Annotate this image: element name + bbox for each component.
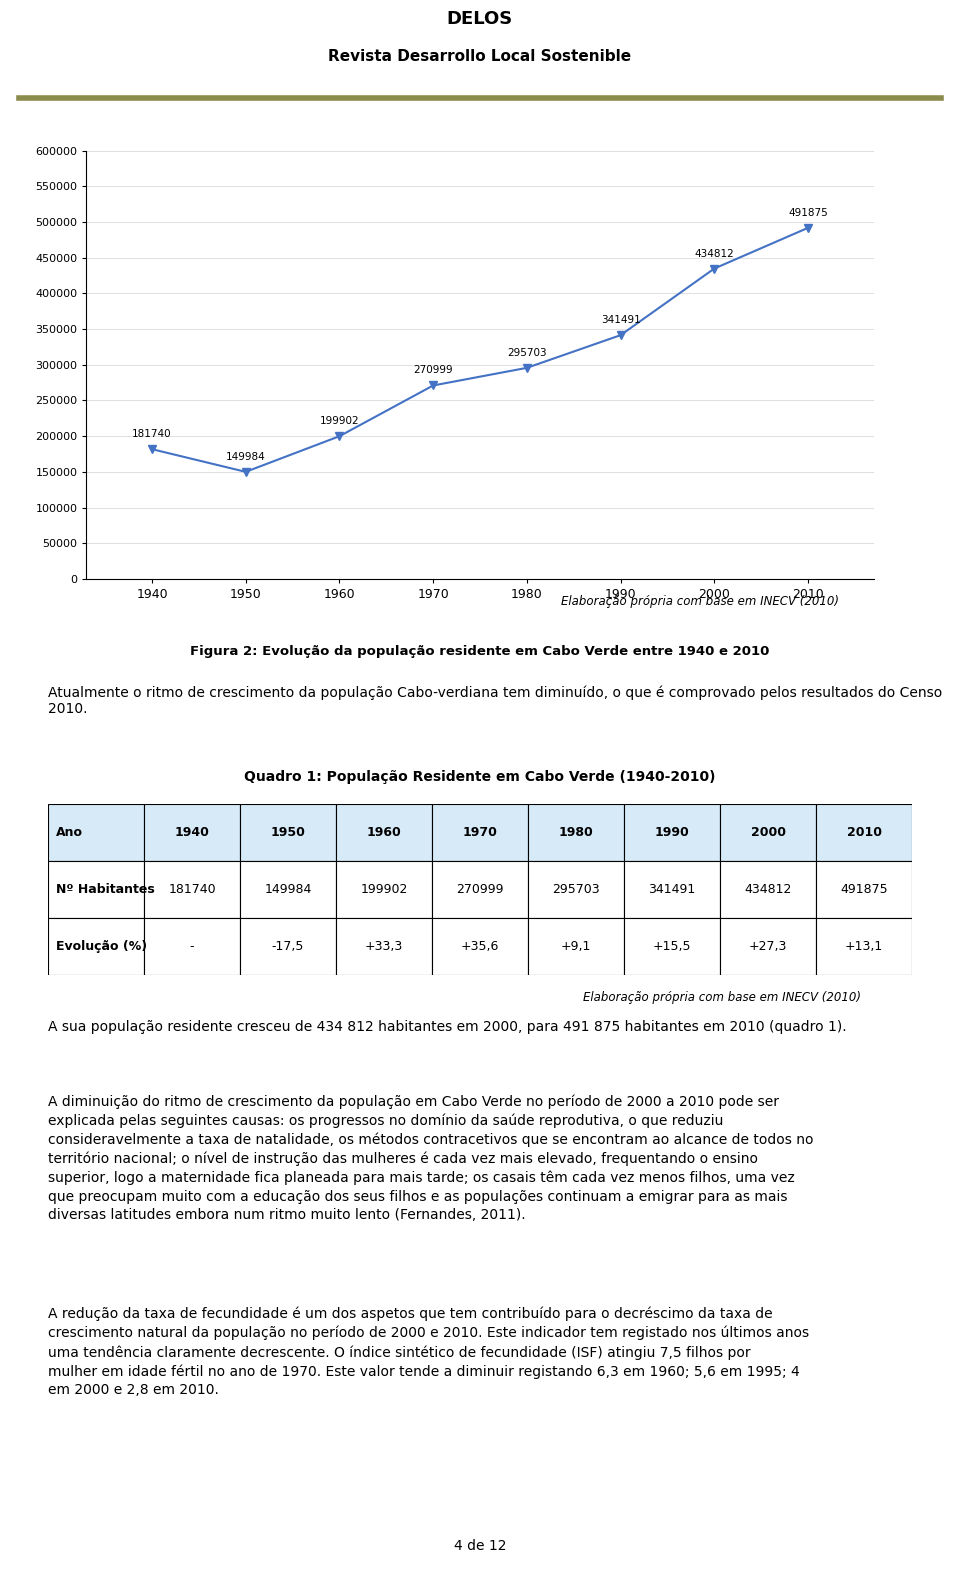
Text: 434812: 434812 [744, 883, 792, 896]
Text: DELOS: DELOS [446, 10, 514, 27]
Text: 434812: 434812 [694, 249, 734, 259]
Bar [432, 918, 528, 975]
Bar [336, 918, 432, 975]
Text: 270999: 270999 [414, 365, 453, 376]
Text: Ano: Ano [56, 826, 83, 839]
Text: +13,1: +13,1 [845, 940, 883, 953]
Bar [240, 918, 336, 975]
Text: 2000: 2000 [751, 826, 785, 839]
Text: Evolução (%): Evolução (%) [56, 940, 147, 953]
Bar [624, 804, 720, 861]
Bar [240, 804, 336, 861]
Bar [720, 861, 816, 918]
Bar [816, 918, 912, 975]
Text: 149984: 149984 [226, 452, 266, 462]
Bar [528, 918, 624, 975]
Text: Figura 2: Evolução da população residente em Cabo Verde entre 1940 e 2010: Figura 2: Evolução da população resident… [190, 646, 770, 658]
Text: Revista Desarrollo Local Sostenible: Revista Desarrollo Local Sostenible [328, 49, 632, 63]
Bar [336, 804, 432, 861]
Text: +9,1: +9,1 [561, 940, 591, 953]
Text: 149984: 149984 [264, 883, 312, 896]
Text: 341491: 341491 [648, 883, 696, 896]
Bar [528, 804, 624, 861]
Bar [528, 861, 624, 918]
Bar [144, 861, 240, 918]
Text: A sua população residente cresceu de 434 812 habitantes em 2000, para 491 875 ha: A sua população residente cresceu de 434… [48, 1020, 847, 1034]
Text: 1960: 1960 [367, 826, 401, 839]
Text: 181740: 181740 [168, 883, 216, 896]
Text: -17,5: -17,5 [272, 940, 304, 953]
Bar [432, 804, 528, 861]
Text: 491875: 491875 [788, 208, 828, 217]
Text: 295703: 295703 [507, 347, 546, 358]
Text: +15,5: +15,5 [653, 940, 691, 953]
Bar [624, 861, 720, 918]
Text: +35,6: +35,6 [461, 940, 499, 953]
Bar [624, 918, 720, 975]
Text: Elaboração própria com base em INECV (2010): Elaboração própria com base em INECV (20… [562, 595, 839, 607]
Bar [144, 804, 240, 861]
Text: 270999: 270999 [456, 883, 504, 896]
Text: 181740: 181740 [132, 430, 172, 439]
Bar [816, 804, 912, 861]
Text: 341491: 341491 [601, 316, 640, 325]
Bar [720, 918, 816, 975]
Text: 491875: 491875 [840, 883, 888, 896]
Text: Nº Habitantes: Nº Habitantes [56, 883, 155, 896]
Bar [720, 804, 816, 861]
Text: 1980: 1980 [559, 826, 593, 839]
Text: 1970: 1970 [463, 826, 497, 839]
Text: 199902: 199902 [360, 883, 408, 896]
Bar [240, 861, 336, 918]
Bar [336, 861, 432, 918]
Bar [432, 861, 528, 918]
Text: 295703: 295703 [552, 883, 600, 896]
Text: +33,3: +33,3 [365, 940, 403, 953]
Text: Atualmente o ritmo de crescimento da população Cabo-verdiana tem diminuído, o qu: Atualmente o ritmo de crescimento da pop… [48, 685, 943, 715]
Text: Elaboração própria com base em INECV (2010): Elaboração própria com base em INECV (20… [583, 991, 861, 1004]
Text: +27,3: +27,3 [749, 940, 787, 953]
Bar [816, 861, 912, 918]
Text: -: - [190, 940, 194, 953]
Text: 1990: 1990 [655, 826, 689, 839]
Text: A diminuição do ritmo de crescimento da população em Cabo Verde no período de 20: A diminuição do ritmo de crescimento da … [48, 1094, 813, 1223]
Text: A redução da taxa de fecundidade é um dos aspetos que tem contribuído para o dec: A redução da taxa de fecundidade é um do… [48, 1307, 809, 1397]
Bar [48, 861, 144, 918]
Text: 4 de 12: 4 de 12 [454, 1540, 506, 1553]
Text: Quadro 1: População Residente em Cabo Verde (1940-2010): Quadro 1: População Residente em Cabo Ve… [244, 771, 716, 783]
Bar [48, 804, 144, 861]
Text: 1940: 1940 [175, 826, 209, 839]
Bar [48, 918, 144, 975]
Text: 199902: 199902 [320, 416, 359, 427]
Text: 1950: 1950 [271, 826, 305, 839]
Text: 2010: 2010 [847, 826, 881, 839]
Bar [144, 918, 240, 975]
